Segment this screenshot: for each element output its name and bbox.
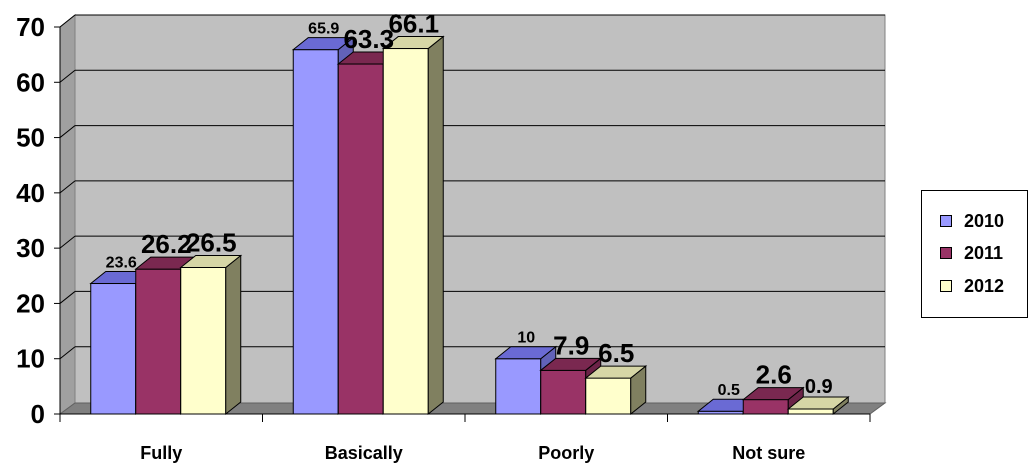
y-tick-label: 60 bbox=[16, 67, 45, 97]
bar-2010-front bbox=[292, 49, 339, 415]
data-label: 0.5 bbox=[718, 382, 740, 399]
bar-2012-front bbox=[787, 408, 834, 415]
legend-label-2010: 2010 bbox=[964, 210, 1005, 231]
bar-2012-front bbox=[382, 48, 429, 415]
legend-item-2011: 2011 bbox=[940, 243, 1003, 263]
gridline-side bbox=[59, 180, 76, 194]
data-label: 7.9 bbox=[553, 330, 589, 360]
legend-swatch-2011 bbox=[940, 247, 952, 259]
legend-label-2011: 2011 bbox=[964, 242, 1004, 263]
bar-2012-top bbox=[584, 365, 648, 379]
y-tick-label: 70 bbox=[16, 12, 45, 42]
y-tick-label: 0 bbox=[31, 399, 45, 429]
x-axis: Fully Basically Poorly Not sure bbox=[59, 413, 871, 463]
bar-2012-front bbox=[180, 266, 227, 415]
gridline-side bbox=[59, 291, 76, 304]
y-tick-label: 30 bbox=[16, 233, 45, 263]
bar-2012-top bbox=[786, 396, 850, 410]
bar-2012-front bbox=[585, 377, 632, 415]
data-label: 66.1 bbox=[388, 9, 439, 39]
gridline-side bbox=[59, 125, 76, 138]
legend-swatch-2012 bbox=[940, 280, 952, 292]
chart-side-wall bbox=[59, 13, 76, 415]
data-label: 26.2 bbox=[141, 229, 192, 259]
bar-2010-top bbox=[291, 37, 355, 51]
y-axis: 0 10 20 30 40 50 60 70 bbox=[16, 12, 61, 429]
x-tick-label: Not sure bbox=[732, 443, 805, 463]
legend-swatch-2010 bbox=[940, 215, 952, 227]
bar-2011-front bbox=[540, 369, 587, 415]
legend-item-2012: 2012 bbox=[940, 276, 1004, 296]
data-label: 26.5 bbox=[186, 227, 237, 257]
bar-2011-top bbox=[539, 357, 603, 371]
data-label: 10 bbox=[517, 330, 535, 347]
data-label: 63.3 bbox=[343, 24, 394, 54]
bar-2010-front bbox=[90, 283, 137, 415]
legend-label-2012: 2012 bbox=[964, 275, 1005, 296]
bar-2012-side bbox=[427, 35, 444, 416]
y-tick-label: 40 bbox=[16, 178, 45, 208]
gridline-side bbox=[59, 235, 76, 249]
bar-2011-front bbox=[337, 63, 384, 415]
bar-2010-top bbox=[494, 346, 558, 360]
data-labels: 23.626.226.5 65.9 63.366.1 10 7.9 6.5 0.5 2.6 0.… bbox=[106, 9, 833, 400]
bar-2011-top bbox=[741, 387, 805, 401]
data-label: 23.6 bbox=[106, 255, 137, 272]
y-tick-label: 20 bbox=[16, 288, 45, 318]
data-label: 6.5 bbox=[598, 338, 634, 368]
y-tick-label: 10 bbox=[16, 344, 45, 374]
x-tick-label: Poorly bbox=[538, 443, 594, 463]
legend-item-2010: 2010 bbox=[940, 211, 1004, 231]
bar-2012-top bbox=[179, 254, 243, 268]
gridline-side bbox=[59, 346, 76, 360]
bars bbox=[89, 35, 850, 416]
gridline-side bbox=[59, 14, 76, 28]
bar-2011-front bbox=[742, 399, 789, 415]
gridline-side bbox=[59, 69, 76, 83]
bar-2012-top bbox=[381, 36, 445, 50]
data-label: 0.9 bbox=[805, 376, 833, 398]
data-label: 65.9 bbox=[308, 21, 339, 38]
x-tick-label: Fully bbox=[140, 443, 182, 463]
bar-2012-side bbox=[225, 254, 242, 416]
bar-2010-front bbox=[495, 358, 542, 415]
data-label: 2.6 bbox=[756, 360, 792, 390]
x-tick-label: Basically bbox=[325, 443, 403, 463]
bar-2011-front bbox=[135, 268, 182, 415]
y-tick-label: 50 bbox=[16, 123, 45, 153]
legend: 2010 2011 2012 bbox=[921, 190, 1028, 318]
